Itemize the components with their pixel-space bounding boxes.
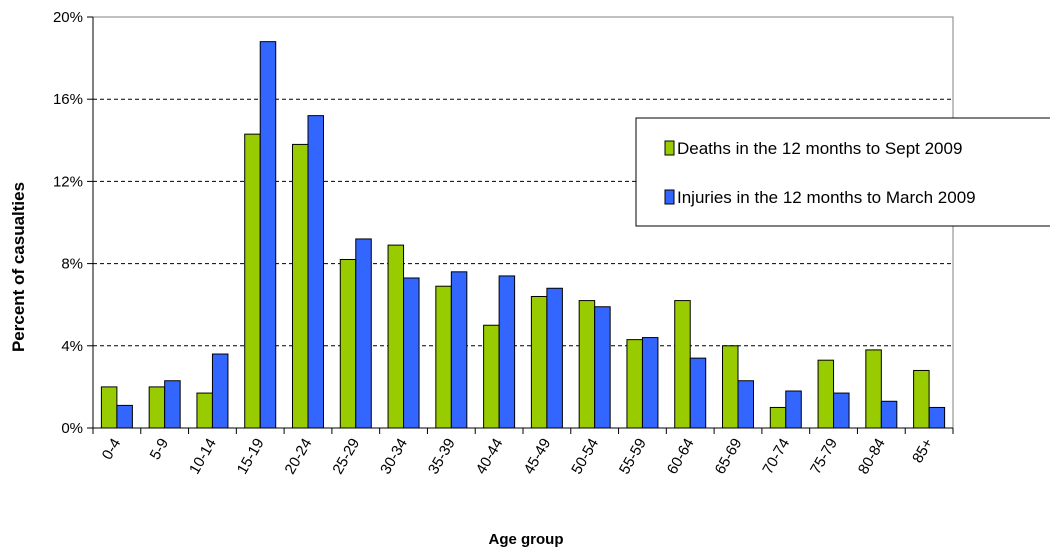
x-tick-label: 65-69 [712, 436, 746, 478]
bar-injuries [259, 41, 277, 429]
bar-injuries [928, 406, 946, 429]
y-tick-label: 4% [61, 338, 83, 355]
bar-injuries [307, 115, 324, 429]
legend-swatch-deaths [664, 140, 675, 156]
bar-injuries [785, 390, 802, 429]
bar-deaths [244, 133, 261, 429]
bar-deaths [100, 386, 118, 429]
gridlines [93, 98, 953, 347]
bar-deaths [387, 244, 405, 429]
y-tick-label: 8% [61, 256, 83, 273]
x-tick-label: 25-29 [329, 436, 363, 478]
bar-injuries [594, 306, 611, 429]
bar-injuries [880, 400, 898, 429]
x-axis-title: Age group [489, 531, 564, 548]
x-tick-label: 60-64 [664, 436, 698, 478]
bar-injuries [211, 353, 229, 429]
x-tick-label: 45-49 [520, 436, 554, 478]
bar-deaths [196, 392, 213, 429]
bar-deaths [674, 300, 691, 429]
legend-box [635, 117, 1050, 227]
y-tick-label: 16% [53, 91, 83, 108]
legend-label-deaths: Deaths in the 12 months to Sept 2009 [677, 139, 962, 158]
x-tick-label: 50-54 [568, 436, 602, 478]
bar-deaths [769, 406, 787, 429]
y-tick-label: 20% [53, 9, 83, 26]
bar-injuries [403, 277, 420, 429]
bar-injuries [450, 271, 468, 429]
legend-label-injuries: Injuries in the 12 months to March 2009 [677, 188, 976, 207]
y-tick-label: 12% [53, 173, 83, 190]
bar-injuries [833, 392, 850, 429]
x-tick-label: 0-4 [99, 436, 125, 463]
x-tick-label: 80-84 [855, 436, 889, 478]
bar-injuries [737, 380, 754, 429]
x-tick-label: 10-14 [186, 436, 220, 478]
bar-injuries [355, 238, 372, 429]
bar-deaths [148, 386, 166, 429]
bar-deaths [339, 258, 357, 429]
x-tick-label: 35-39 [425, 436, 459, 478]
x-tick-label: 55-59 [616, 436, 650, 478]
bar-deaths [578, 300, 596, 429]
x-tick-label: 70-74 [759, 436, 793, 478]
x-tick-label: 75-79 [807, 436, 841, 478]
bar-injuries [546, 287, 563, 429]
bar-deaths [435, 285, 452, 429]
legend: Deaths in the 12 months to Sept 2009 Inj… [635, 117, 1050, 227]
legend-swatch-injuries [664, 189, 675, 205]
bar-deaths [817, 359, 835, 429]
bar-deaths [483, 324, 500, 429]
bar-deaths [530, 295, 548, 429]
x-tick-label: 15-19 [234, 436, 268, 478]
x-tick-label: 30-34 [377, 436, 411, 478]
x-tick-label: 85+ [909, 435, 937, 466]
y-axis-title: Percent of casualties [9, 182, 28, 352]
bar-deaths [913, 369, 930, 429]
bar-deaths [865, 349, 882, 429]
bar-deaths [292, 143, 309, 429]
bar-injuries [498, 275, 516, 429]
x-tick-label: 20-24 [282, 436, 316, 478]
bar-injuries [689, 357, 707, 429]
bar-deaths [626, 339, 643, 429]
y-tick-label: 0% [61, 420, 83, 437]
bar-deaths [722, 345, 739, 429]
bar-injuries [641, 337, 659, 429]
bar-injuries [164, 380, 181, 429]
bars [100, 41, 946, 429]
x-tick-label: 5-9 [147, 436, 173, 463]
bar-injuries [116, 404, 133, 429]
x-tick-label: 40-44 [473, 435, 507, 477]
